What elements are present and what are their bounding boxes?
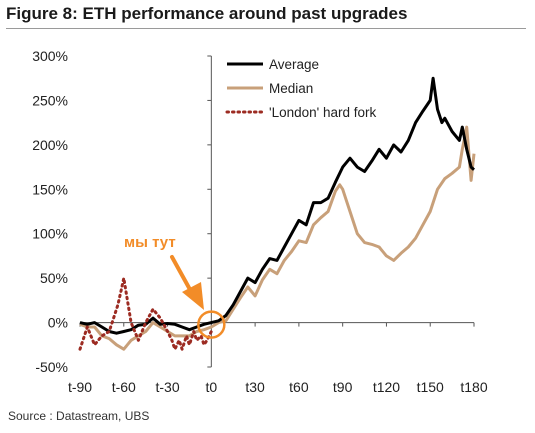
x-tick-label: t180 xyxy=(460,379,487,395)
y-tick-label: 150% xyxy=(32,181,68,197)
y-tick-label: 250% xyxy=(32,92,68,108)
x-tick-label: t150 xyxy=(417,379,444,395)
series-line-median xyxy=(79,125,476,351)
y-tick-label: 50% xyxy=(40,270,68,286)
annotation-layer: мы тут xyxy=(124,234,226,339)
x-tick-label: t-90 xyxy=(68,379,92,395)
series-line-average xyxy=(79,76,476,335)
y-tick-label: 200% xyxy=(32,137,68,153)
title-divider xyxy=(6,28,526,29)
source-note: Source : Datastream, UBS xyxy=(8,409,150,423)
line-chart: -50% 0% 50% 100% 150% 200% 250% 300% t-90 t-60 t-3… xyxy=(32,48,488,395)
y-tick-label: 0% xyxy=(48,315,68,331)
y-tick-label: -50% xyxy=(35,359,68,375)
y-tick-label: 100% xyxy=(32,226,68,242)
chart-title: Figure 8: ETH performance around past up… xyxy=(6,4,408,23)
annotation-label: мы тут xyxy=(124,234,176,251)
axes: -50% 0% 50% 100% 150% 200% 250% 300% t-90 t-60 t-3… xyxy=(32,48,488,395)
series-line-london-hard-fork xyxy=(78,276,213,351)
x-tick-label: t90 xyxy=(333,379,353,395)
annotation-circle xyxy=(197,310,226,339)
y-tick-label: 300% xyxy=(32,48,68,64)
legend-item-average-label: Average xyxy=(269,57,319,72)
x-tick-label: t60 xyxy=(289,379,309,395)
legend: Average Median 'London' hard fork xyxy=(225,57,376,120)
x-tick-label: t0 xyxy=(205,379,217,395)
legend-item-median-label: Median xyxy=(269,81,313,96)
x-tick-label: t-60 xyxy=(112,379,136,395)
x-tick-label: t120 xyxy=(373,379,400,395)
x-tick-label: t30 xyxy=(245,379,265,395)
x-tick-label: t-30 xyxy=(155,379,179,395)
legend-item-london-hard-fork-label: 'London' hard fork xyxy=(269,105,376,120)
series-layer xyxy=(78,76,476,351)
annotation-arrow-head xyxy=(182,282,204,310)
